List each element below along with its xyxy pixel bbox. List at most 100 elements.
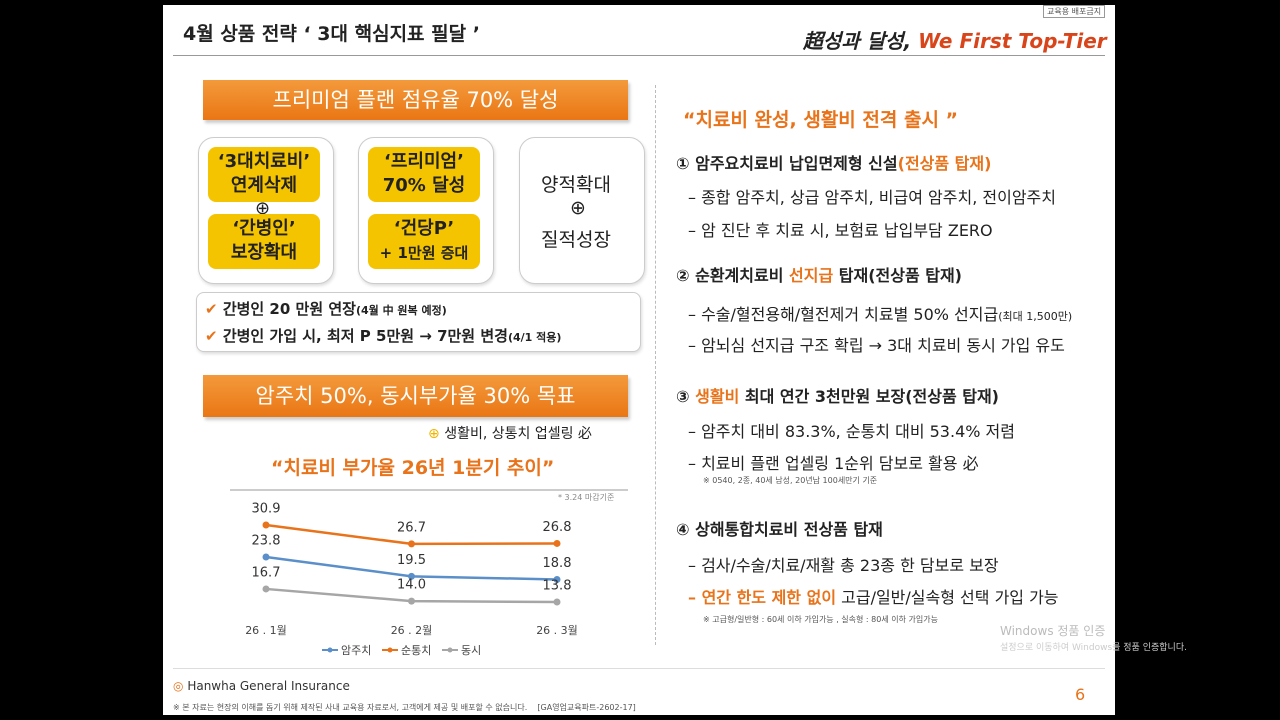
legend-dot	[447, 647, 453, 653]
doc-code: [GA영업교육파트-2602-17]	[537, 703, 636, 712]
tag-line: 70% 달성	[382, 175, 466, 196]
section-title: ② 순환계치료비 선지급 탑재(전상품 탑재)	[676, 262, 962, 286]
footer-rule	[173, 668, 1105, 669]
basis-note: * 3.24 마감기준	[558, 493, 615, 502]
point	[262, 521, 270, 529]
title-part: 최대 연간 3천만원 보장(전상품 탑재)	[739, 387, 999, 406]
item-accent: – 연간 한도 제한 없이	[688, 588, 837, 607]
disclaimer: ※ 본 자료는 현장의 이해를 돕기 위해 제작된 사내 교육용 자료로서, 고…	[173, 702, 636, 713]
divider	[655, 85, 656, 645]
point	[262, 553, 270, 561]
title-part: ② 순환계치료비	[676, 266, 790, 285]
tag-line: 보장확대	[230, 242, 298, 263]
check-note: (4/1 적용)	[507, 331, 562, 344]
check-note: (4월 中 원복 예정)	[355, 304, 447, 317]
card	[519, 137, 645, 284]
value-label: 26.7	[397, 520, 426, 535]
item: – 수술/혈전용해/혈전제거 치료별 50% 선지급(최대 1,500만)	[688, 301, 1072, 325]
activation-desc: 설정으로 이동하여 Windows를 정품 인증합니다.	[1000, 643, 1187, 653]
tag-line: 연계삭제	[230, 175, 298, 196]
title-accent: (전상품 탑재)	[897, 154, 992, 173]
note: ※ 고급형/일반형 : 60세 이하 가입가능 , 실속형 : 80세 이하 가…	[703, 615, 938, 624]
check-text: 간병인 20 만원 연장	[222, 300, 356, 318]
page-number: 6	[1075, 685, 1086, 704]
point	[262, 585, 270, 593]
slogan: 超성과 달성, We First Top-Tier	[803, 25, 1107, 54]
tag-line: ‘건당P’	[393, 218, 455, 239]
item: – 연간 한도 제한 없이 고급/일반/실속형 선택 가입 가능	[688, 584, 1059, 608]
item: – 암 진단 후 치료 시, 보험료 납입부담 ZERO	[688, 221, 993, 240]
activation-title: Windows 정품 인증	[1000, 624, 1106, 638]
tag-line: ‘프리미엄’	[384, 151, 464, 172]
section-title: ③ 생활비 최대 연간 3천만원 보장(전상품 탑재)	[676, 383, 999, 407]
check-text: 간병인 가입 시, 최저 P 5만원 → 7만원 변경	[222, 327, 508, 345]
item-note: (최대 1,500만)	[998, 310, 1073, 323]
headline: “치료비 완성, 생활비 전격 출시 ”	[683, 109, 959, 131]
value-label: 26.8	[543, 520, 572, 535]
sub-text: 생활비, 상통치 업셀링 必	[444, 426, 592, 442]
tag: ‘3대치료비’ 연계삭제	[208, 147, 320, 202]
section-title: ④ 상해통합치료비 전상품 탑재	[676, 520, 883, 539]
slogan-kr: 超성과 달성,	[803, 29, 912, 53]
tag: ‘간병인’ 보장확대	[208, 214, 320, 269]
note: ※ 0540, 2종, 40세 남성, 20년납 100세만기 기준	[703, 476, 878, 485]
logo-mark: ◎	[173, 679, 184, 693]
value-label: 18.8	[543, 556, 572, 571]
point	[408, 540, 415, 548]
item: – 치료비 플랜 업셀링 1순위 담보로 활용 必	[688, 454, 979, 473]
banner: 프리미엄 플랜 점유율 70% 달성	[203, 80, 628, 120]
value-label: 14.0	[397, 578, 426, 593]
title-part: ① 암주요치료비 납입면제형 신설	[676, 154, 898, 173]
plus-icon: ⊕	[428, 426, 440, 442]
title-part: 탑재(전상품 탑재)	[833, 266, 962, 285]
tag-line: ‘간병인’	[232, 218, 296, 239]
plus-icon: ⊕	[570, 197, 586, 219]
legend-dot	[387, 647, 393, 653]
legend-label: 암주치	[341, 644, 371, 657]
point	[553, 539, 561, 547]
item-text: – 수술/혈전용해/혈전제거 치료별 50% 선지급	[688, 305, 999, 324]
value-label: 23.8	[252, 533, 281, 548]
item: – 검사/수술/치료/재활 총 23종 한 담보로 보장	[688, 556, 999, 575]
title-accent: 생활비	[695, 387, 740, 406]
tag: ‘건당P’ + 1만원 증대	[368, 214, 480, 269]
value-label: 19.5	[397, 553, 426, 568]
card-text: 질적성장	[541, 229, 611, 251]
check-item: ✔ 간병인 가입 시, 최저 P 5만원 → 7만원 변경(4/1 적용)	[205, 325, 561, 346]
logo: ◎ Hanwha General Insurance	[173, 679, 350, 693]
tag-line: + 1만원 증대	[379, 244, 469, 262]
plus-icon: ⊕	[255, 198, 271, 219]
point	[408, 572, 415, 580]
check-icon: ✔	[205, 327, 218, 345]
item: – 종합 암주치, 상급 암주치, 비급여 암주치, 전이암주치	[688, 188, 1056, 207]
x-tick-label: 26 . 2월	[391, 624, 433, 637]
item-text: 고급/일반/실속형 선택 가입 가능	[836, 588, 1059, 607]
section-title: ① 암주요치료비 납입면제형 신설(전상품 탑재)	[676, 150, 991, 174]
legend-label: 동시	[461, 644, 481, 657]
point	[408, 597, 415, 605]
tag: ‘프리미엄’ 70% 달성	[368, 147, 480, 202]
badge: 교육용 배포금지	[1043, 5, 1106, 18]
tag-line: ‘3대치료비’	[217, 151, 311, 172]
slide-title: 4월 상품 전략 ‘ 3대 핵심지표 필달 ’	[183, 23, 480, 45]
item: – 암주치 대비 83.3%, 순통치 대비 53.4% 저렴	[688, 422, 1015, 441]
value-label: 13.8	[543, 579, 572, 594]
point	[553, 598, 561, 606]
slogan-en: We First Top-Tier	[918, 29, 1107, 53]
disclaimer-text: ※ 본 자료는 현장의 이해를 돕기 위해 제작된 사내 교육용 자료로서, 고…	[173, 703, 528, 712]
card-text: 양적확대	[541, 174, 611, 196]
check-box	[196, 292, 641, 352]
x-tick-label: 26 . 1월	[245, 624, 287, 637]
header-rule	[173, 55, 1105, 56]
title-part: ③	[676, 387, 696, 406]
chart-title: “치료비 부가율 26년 1분기 추이”	[271, 457, 555, 479]
item: – 암뇌심 선지급 구조 확립 → 3대 치료비 동시 가입 유도	[688, 336, 1065, 355]
banner: 암주치 50%, 동시부가율 30% 목표	[203, 375, 628, 417]
legend-dot	[327, 647, 333, 653]
value-label: 30.9	[252, 502, 281, 517]
x-tick-label: 26 . 3월	[536, 624, 578, 637]
title-accent: 선지급	[789, 266, 834, 285]
